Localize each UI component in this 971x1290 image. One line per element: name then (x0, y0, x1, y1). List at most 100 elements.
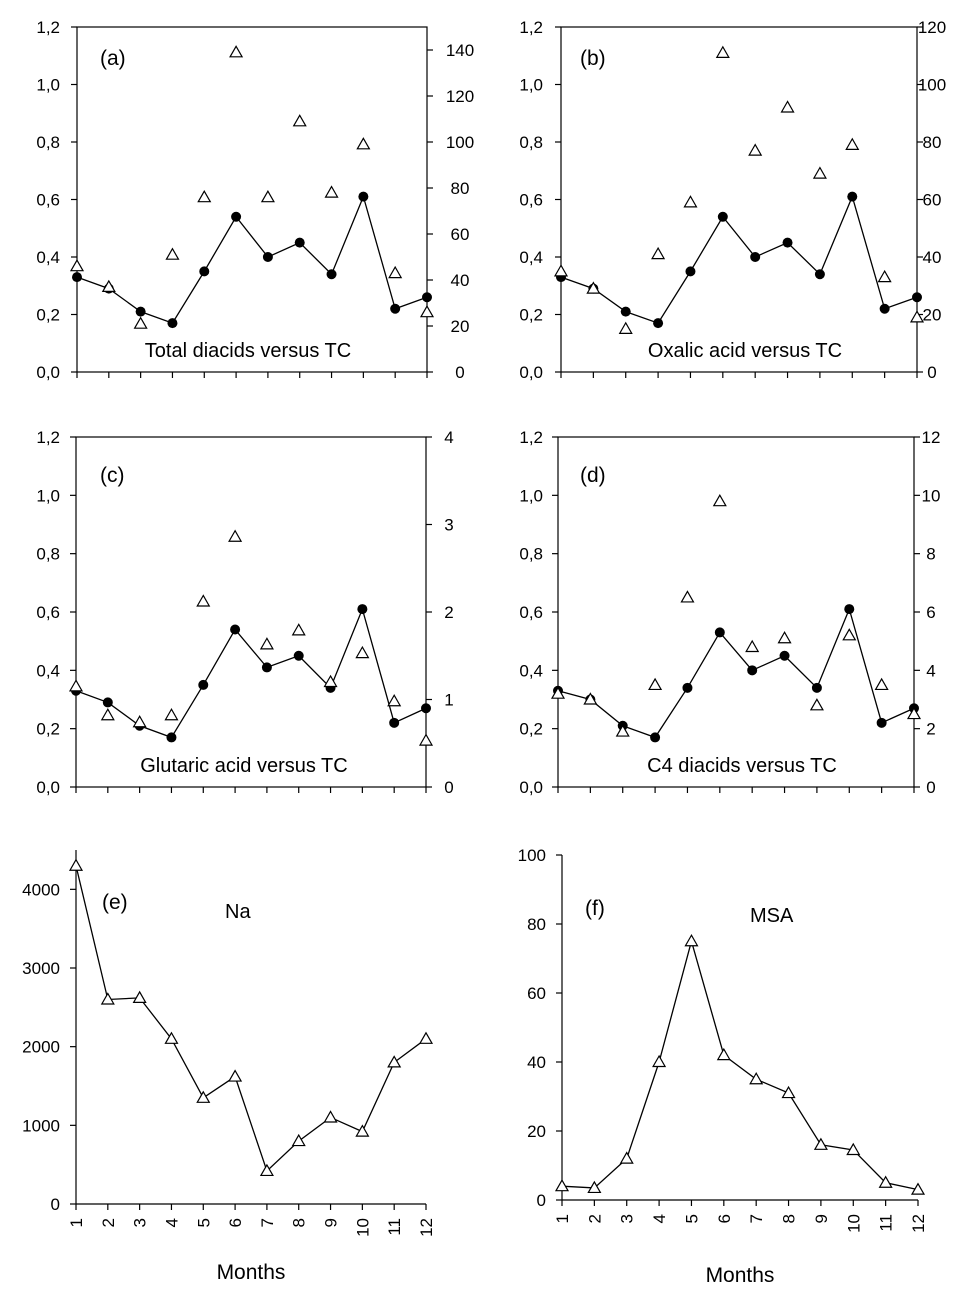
data-point-triangle (615, 724, 630, 737)
chart-panel-a: 0,0 0,2 0,4 0,6 0,8 1,0 1,2 0 20 40 60 80 100 120 140 (… (36, 18, 474, 382)
left-tick-label: 0,4 (36, 661, 60, 680)
data-point-circle (714, 627, 725, 638)
x-tick-label: 10 (353, 1218, 372, 1237)
data-point-triangle (68, 679, 84, 692)
data-point-circle (167, 318, 178, 329)
data-point-triangle (68, 858, 84, 871)
data-point-triangle (259, 637, 274, 650)
data-point-circle (653, 318, 664, 329)
data-point-circle (779, 650, 790, 661)
left-tick-label: 0,6 (519, 191, 543, 210)
data-point-triangle (619, 1151, 634, 1164)
data-point-triangle (909, 310, 925, 323)
right-tick-label: 6 (926, 603, 935, 622)
x-tick-label: 4 (162, 1218, 181, 1227)
data-point-triangle (680, 590, 695, 603)
data-point-triangle (387, 1055, 402, 1068)
data-point-circle (294, 237, 305, 248)
data-point-circle (620, 306, 631, 317)
data-point-circle (389, 717, 400, 728)
data-point-triangle (164, 1031, 179, 1044)
data-point-triangle (878, 1175, 893, 1188)
right-tick-label: 80 (451, 179, 470, 198)
data-point-triangle (69, 258, 85, 272)
data-point-circle (72, 272, 82, 283)
left-tick-label: 0,6 (36, 191, 60, 210)
data-point-triangle (196, 1090, 211, 1103)
data-point-triangle (651, 246, 666, 260)
chart-panel-b: 0,0 0,2 0,4 0,6 0,8 1,0 1,2 0 20 40 60 80 100 120 (b) O… (519, 18, 946, 382)
chart-panel-d: 0,0 0,2 0,4 0,6 0,8 1,0 1,2 0 2 4 6 8 10 12 (d) C4 diac… (519, 428, 940, 797)
data-point-triangle (356, 137, 371, 150)
data-point-triangle (388, 265, 403, 279)
left-tick-label: 60 (527, 984, 546, 1003)
left-tick-label: 1,2 (519, 428, 543, 447)
data-point-triangle (777, 631, 792, 644)
data-point-circle (358, 191, 369, 202)
left-tick-label: 0,8 (36, 133, 60, 152)
data-point-triangle (100, 708, 115, 721)
x-axis-label: Months (706, 1264, 775, 1287)
left-tick-label: 20 (527, 1122, 546, 1141)
left-tick-label: 1000 (22, 1116, 60, 1135)
x-tick-label: 3 (618, 1214, 637, 1223)
data-point-circle (876, 717, 887, 728)
data-point-triangle (874, 677, 889, 691)
right-tick-label: 4 (444, 428, 453, 447)
left-tick-label: 0,4 (36, 248, 60, 267)
data-point-triangle (813, 1137, 828, 1150)
right-tick-label: 12 (922, 428, 941, 447)
x-tick-label: 8 (290, 1218, 309, 1227)
data-point-triangle (648, 677, 663, 691)
panel-letter: (c) (100, 464, 125, 487)
plot-frame (557, 436, 915, 788)
data-point-triangle (164, 708, 179, 721)
data-point-circle (782, 237, 793, 248)
left-tick-label: 0 (537, 1191, 546, 1210)
right-tick-label: 100 (918, 76, 946, 95)
x-axis-label: Months (217, 1261, 286, 1284)
panel-letter: (a) (100, 47, 126, 70)
left-tick-label: 1,2 (36, 18, 60, 37)
left-tick-label: 1,0 (519, 76, 543, 95)
data-point-circle (199, 266, 210, 277)
data-point-circle (198, 679, 209, 690)
data-point-triangle (906, 706, 922, 720)
right-tick-label: 120 (918, 18, 946, 37)
data-point-triangle (355, 645, 370, 659)
right-tick-label: 2 (926, 720, 935, 739)
right-tick-label: 60 (923, 191, 942, 210)
data-point-triangle (323, 674, 338, 688)
series-line-0 (561, 938, 919, 1191)
x-tick-label: 6 (226, 1218, 245, 1227)
plot-frame (76, 26, 428, 373)
data-point-circle (844, 604, 855, 615)
x-tick-label: 2 (99, 1218, 118, 1227)
left-tick-label: 3000 (22, 959, 60, 978)
right-tick-label: 3 (444, 516, 453, 535)
data-point-triangle (292, 114, 307, 127)
data-point-triangle (586, 281, 601, 294)
data-point-triangle (229, 45, 244, 58)
data-point-triangle (684, 934, 699, 947)
data-point-triangle (260, 189, 275, 203)
x-tick-label: 11 (877, 1214, 896, 1232)
data-point-triangle (652, 1054, 667, 1068)
data-point-triangle (712, 493, 727, 507)
data-point-triangle (748, 143, 763, 156)
left-tick-label: 40 (527, 1053, 546, 1072)
data-point-triangle (715, 45, 730, 58)
panel-letter: (b) (580, 47, 606, 70)
data-point-triangle (550, 686, 566, 699)
data-point-triangle (132, 990, 147, 1003)
panel-caption: Total diacids versus TC (145, 340, 351, 362)
data-point-triangle (197, 189, 212, 203)
data-point-circle (750, 252, 761, 262)
right-tick-label: 140 (446, 41, 474, 60)
data-point-circle (261, 662, 272, 673)
panel-caption: Na (225, 901, 251, 923)
data-point-circle (811, 682, 822, 693)
left-tick-label: 0,0 (36, 363, 60, 382)
data-point-circle (879, 303, 890, 314)
